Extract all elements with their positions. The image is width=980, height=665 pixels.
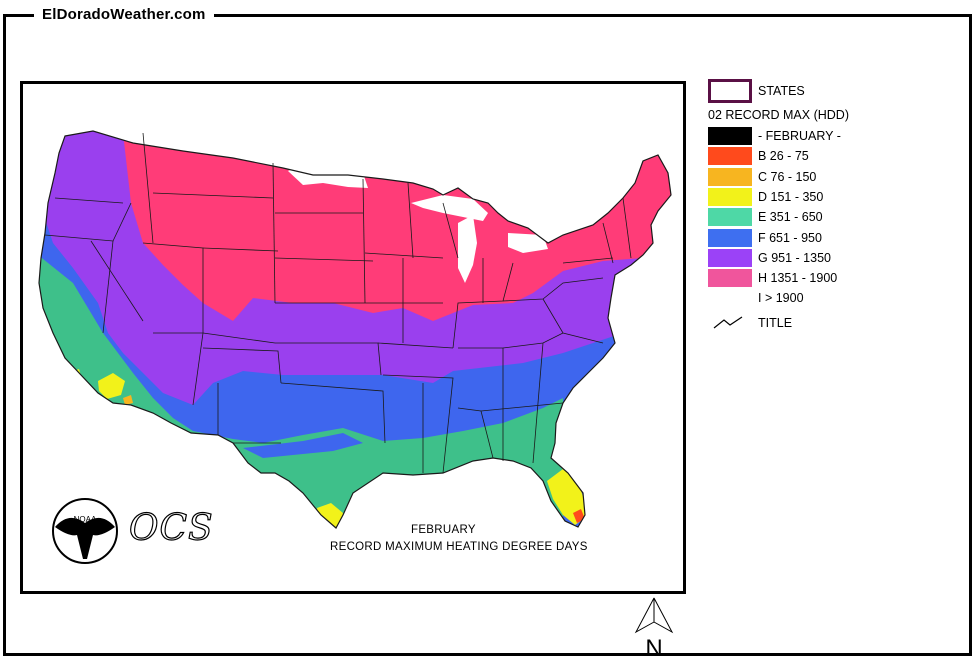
north-arrow: N [632, 596, 688, 665]
legend-title-label: TITLE [758, 316, 793, 330]
legend-swatch [708, 228, 752, 247]
legend-swatch [708, 289, 752, 308]
legend-item-label: G 951 - 1350 [758, 250, 831, 265]
legend-item-label: - FEBRUARY - [758, 129, 841, 143]
legend-item-label: C 76 - 150 [758, 169, 817, 184]
legend-swatch [708, 187, 752, 206]
legend-item: C 76 - 150 [708, 167, 816, 187]
legend-item-label: H 1351 - 1900 [758, 271, 838, 286]
state-borders [38, 130, 672, 529]
map-caption-title: RECORD MAXIMUM HEATING DEGREE DAYS [330, 541, 588, 553]
states-swatch [708, 79, 752, 103]
legend-item-label: I > 1900 [758, 291, 804, 306]
noaa-logo: NOAA [52, 498, 118, 564]
zone-c [123, 395, 133, 405]
legend-item: - FEBRUARY - [708, 126, 841, 146]
legend-states-row: STATES [708, 79, 805, 103]
map-panel: NOAA OCS FEBRUARY RECORD MAXIMUM HEATING… [20, 81, 686, 594]
legend-states-label: STATES [758, 84, 805, 98]
legend-swatch [708, 269, 752, 288]
legend-item: B 26 - 75 [708, 146, 809, 166]
legend-header: 02 RECORD MAX (HDD) [708, 108, 849, 122]
legend-item-label: F 651 - 950 [758, 230, 822, 245]
legend-swatch [708, 147, 752, 166]
title-line-icon [713, 316, 743, 329]
legend-item: H 1351 - 1900 [708, 268, 837, 288]
legend-item: G 951 - 1350 [708, 248, 831, 268]
legend-item: F 651 - 950 [708, 228, 822, 248]
legend-swatch [708, 208, 752, 227]
north-label: N [645, 635, 662, 660]
legend-item-label: D 151 - 350 [758, 189, 824, 204]
legend-item: E 351 - 650 [708, 207, 823, 227]
zone-d [98, 373, 125, 399]
legend-item-label: E 351 - 650 [758, 210, 823, 225]
legend-swatch [708, 248, 752, 267]
map-caption-month: FEBRUARY [411, 524, 476, 536]
legend-item: D 151 - 350 [708, 187, 823, 207]
north-arrow-icon: N [634, 597, 674, 662]
us-map: NOAA [38, 130, 672, 564]
legend-swatch [708, 127, 752, 145]
legend-title-row: TITLE [708, 313, 792, 333]
legend-item-label: B 26 - 75 [758, 149, 809, 164]
page-frame [3, 14, 972, 656]
legend-swatch [708, 167, 752, 186]
site-title[interactable]: ElDoradoWeather.com [34, 6, 214, 23]
noaa-logo-text: NOAA [74, 515, 97, 524]
legend-item: I > 1900 [708, 288, 804, 308]
ocs-logo: OCS [128, 507, 214, 549]
